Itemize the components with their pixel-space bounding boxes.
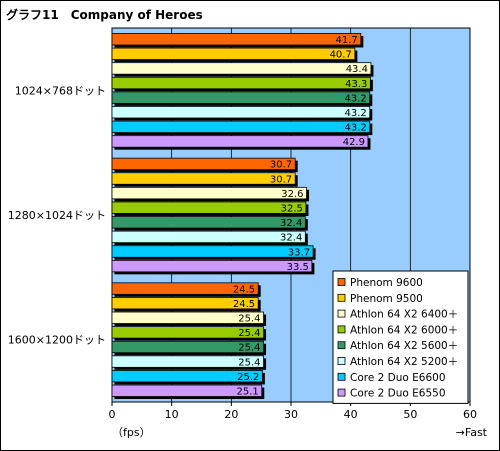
- bar-value-label: 43.2: [344, 108, 366, 119]
- bar: [111, 311, 264, 324]
- bar-value-label: 43.2: [344, 93, 366, 104]
- legend-entry: Athlon 64 X2 5200＋: [350, 356, 458, 368]
- x-tick-label: 20: [224, 408, 238, 421]
- x-tick-label: 0: [109, 408, 116, 421]
- bar: [111, 157, 296, 171]
- bar-value-label: 24.5: [233, 299, 255, 310]
- bar: [111, 297, 259, 310]
- legend-box: [332, 270, 469, 404]
- bar: [111, 216, 306, 229]
- bar: [111, 135, 369, 148]
- bar: [111, 259, 313, 273]
- axes: 0 10 20 30 40 50 60 1024×768ドット 1280×1024ドット 1600…: [8, 84, 477, 421]
- legend-entry: Core 2 Duo E6550: [350, 388, 446, 400]
- bar: [111, 120, 371, 133]
- legend-entry: Core 2 Duo E6600: [350, 372, 446, 384]
- bar-value-label: 43.4: [346, 64, 368, 75]
- bar: [111, 91, 371, 104]
- bar: [111, 326, 264, 339]
- x-tick-label: 60: [463, 408, 477, 421]
- x-axis-unit-label: （fps）: [112, 426, 151, 439]
- bar: [111, 172, 296, 185]
- bar-value-label: 32.4: [280, 218, 302, 229]
- bar-value-label: 43.3: [345, 79, 367, 90]
- bar: [111, 245, 314, 258]
- legend-entry: Phenom 9500: [350, 293, 423, 305]
- legend-swatch: [337, 309, 346, 318]
- legend-entry: Athlon 64 X2 5600＋: [350, 340, 458, 352]
- x-tick-label: 50: [403, 408, 417, 421]
- bar: [111, 47, 356, 60]
- bar: [111, 355, 264, 368]
- bar: [111, 282, 259, 295]
- x-axis-direction-label: →Fast: [456, 426, 488, 439]
- bar: [111, 370, 263, 383]
- bar-value-label: 30.7: [270, 174, 292, 185]
- bar-value-label: 25.2: [237, 372, 259, 383]
- legend: Phenom 9600 Phenom 9500 Athlon 64 X2 6400＋…: [332, 270, 469, 404]
- bar-value-label: 30.7: [270, 160, 292, 171]
- bar-value-label: 25.4: [238, 343, 260, 354]
- bars: 41.7 40.7 43.4 43.3 43.2 43.2 43.2 42.9 30.7 30.7…: [111, 33, 374, 400]
- bar-value-label: 32.5: [281, 203, 303, 214]
- bar: [111, 186, 307, 200]
- bar-value-label: 32.6: [281, 189, 303, 200]
- bar: [111, 230, 306, 244]
- bar-value-label: 25.1: [236, 387, 258, 398]
- bar-value-label: 25.4: [238, 357, 260, 368]
- bar: [111, 340, 264, 354]
- bar-value-label: 41.7: [336, 35, 358, 46]
- legend-swatch: [337, 278, 346, 286]
- bar: [111, 106, 371, 119]
- legend-entry: Athlon 64 X2 6400＋: [350, 309, 458, 321]
- bar-value-label: 32.4: [280, 233, 302, 244]
- bar: [111, 201, 307, 214]
- bar-value-label: 25.4: [238, 314, 260, 325]
- legend-entry: Phenom 9600: [350, 277, 423, 289]
- category-label: 1024×768ドット: [15, 84, 106, 97]
- category-label: 1600×1200ドット: [8, 334, 106, 347]
- bar-value-label: 40.7: [330, 50, 352, 61]
- legend-swatch: [337, 341, 346, 350]
- category-label: 1280×1024ドット: [8, 209, 106, 222]
- legend-swatch: [337, 388, 346, 397]
- legend-swatch: [337, 325, 346, 334]
- chart-title: グラフ11 Company of Heroes: [6, 7, 203, 22]
- bar-value-label: 43.2: [344, 123, 366, 134]
- bar: [111, 384, 263, 397]
- legend-swatch: [337, 372, 346, 381]
- legend-entry: Athlon 64 X2 6000＋: [350, 324, 458, 336]
- bar-value-label: 24.5: [233, 284, 255, 295]
- bar-value-label: 25.4: [238, 328, 260, 339]
- x-tick-label: 30: [284, 408, 298, 421]
- bar-value-label: 42.9: [343, 137, 365, 148]
- legend-swatch: [337, 293, 346, 302]
- x-tick-label: 10: [165, 408, 179, 421]
- bar-value-label: 33.5: [287, 262, 309, 273]
- bar-value-label: 33.7: [288, 247, 310, 258]
- bar: [111, 76, 371, 90]
- legend-swatch: [337, 357, 346, 365]
- bar: [111, 33, 362, 46]
- x-tick-label: 40: [344, 408, 358, 421]
- bar: [111, 62, 372, 75]
